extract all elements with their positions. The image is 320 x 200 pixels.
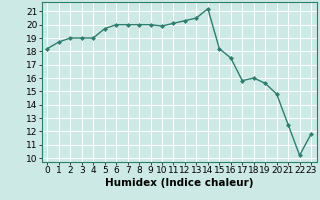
X-axis label: Humidex (Indice chaleur): Humidex (Indice chaleur) <box>105 178 253 188</box>
